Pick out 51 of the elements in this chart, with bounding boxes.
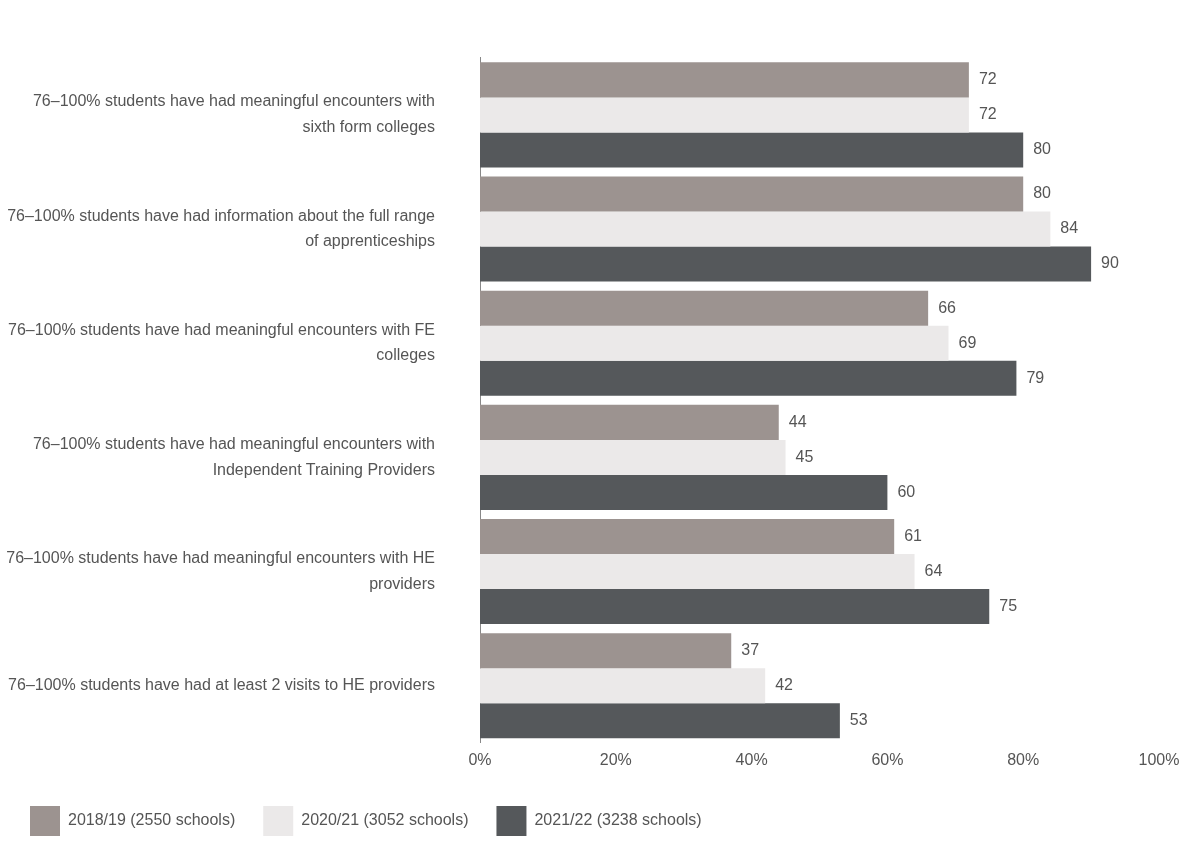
legend-label: 2020/21 (3052 schools): [301, 811, 469, 829]
bar: [480, 554, 915, 590]
data-label: 72: [978, 70, 997, 88]
data-label: 60: [897, 482, 916, 500]
bar: [480, 246, 1092, 282]
data-label: 44: [788, 412, 807, 430]
bar: [480, 211, 1051, 247]
data-label: 72: [978, 105, 997, 123]
x-tick-label: 20%: [599, 750, 632, 768]
data-label: 69: [958, 333, 977, 351]
y-tick-label: 76–100% students have had meaningful encounters with HE providers: [6, 549, 435, 592]
bar: [480, 404, 779, 440]
x-tick-label: 40%: [735, 750, 768, 768]
bar: [480, 633, 732, 669]
data-label: 37: [741, 641, 760, 659]
bar: [480, 668, 766, 704]
y-tick-label: 76–100% students have had at least 2 visits to HE providers: [8, 676, 435, 694]
bar: [480, 439, 786, 475]
data-label: 45: [795, 447, 814, 465]
bar: [480, 176, 1024, 212]
data-label: 75: [999, 596, 1018, 614]
bar: [480, 132, 1024, 168]
bar: [480, 703, 840, 739]
x-tick-label: 60%: [871, 750, 904, 768]
bar: [480, 474, 888, 510]
data-label: 42: [775, 676, 794, 694]
bar: [480, 589, 990, 625]
bar: [480, 325, 949, 361]
legend-label: 2018/19 (2550 schools): [68, 811, 236, 829]
data-label: 90: [1101, 254, 1119, 272]
y-tick-label: 76–100% students have had information about the full range of apprenticeships: [7, 206, 436, 250]
data-label: 61: [904, 526, 923, 544]
bar: [480, 97, 969, 133]
bar: [480, 62, 969, 98]
legend-label: 2021/22 (3238 schools): [534, 811, 702, 829]
y-tick-label: 76–100% students have had meaningful encounters with sixth form colleges: [32, 92, 435, 136]
bar: [480, 290, 929, 326]
data-label: 66: [938, 298, 957, 316]
data-label: 79: [1026, 368, 1045, 386]
y-tick-label: 76–100% students have had meaningful encounters with Independent Training Providers: [32, 434, 435, 478]
data-label: 64: [924, 561, 943, 579]
bar: [480, 360, 1017, 396]
x-tick-label: 0%: [468, 750, 492, 768]
y-tick-label: 76–100% students have had meaningful encounters with FE colleges: [8, 320, 435, 364]
bar: [480, 519, 895, 555]
x-tick-label: 80%: [1007, 750, 1040, 768]
data-label: 80: [1033, 140, 1052, 158]
data-label: 84: [1060, 219, 1079, 237]
x-tick-label: 100%: [1138, 750, 1180, 768]
data-label: 80: [1033, 184, 1052, 202]
data-label: 53: [849, 711, 868, 729]
